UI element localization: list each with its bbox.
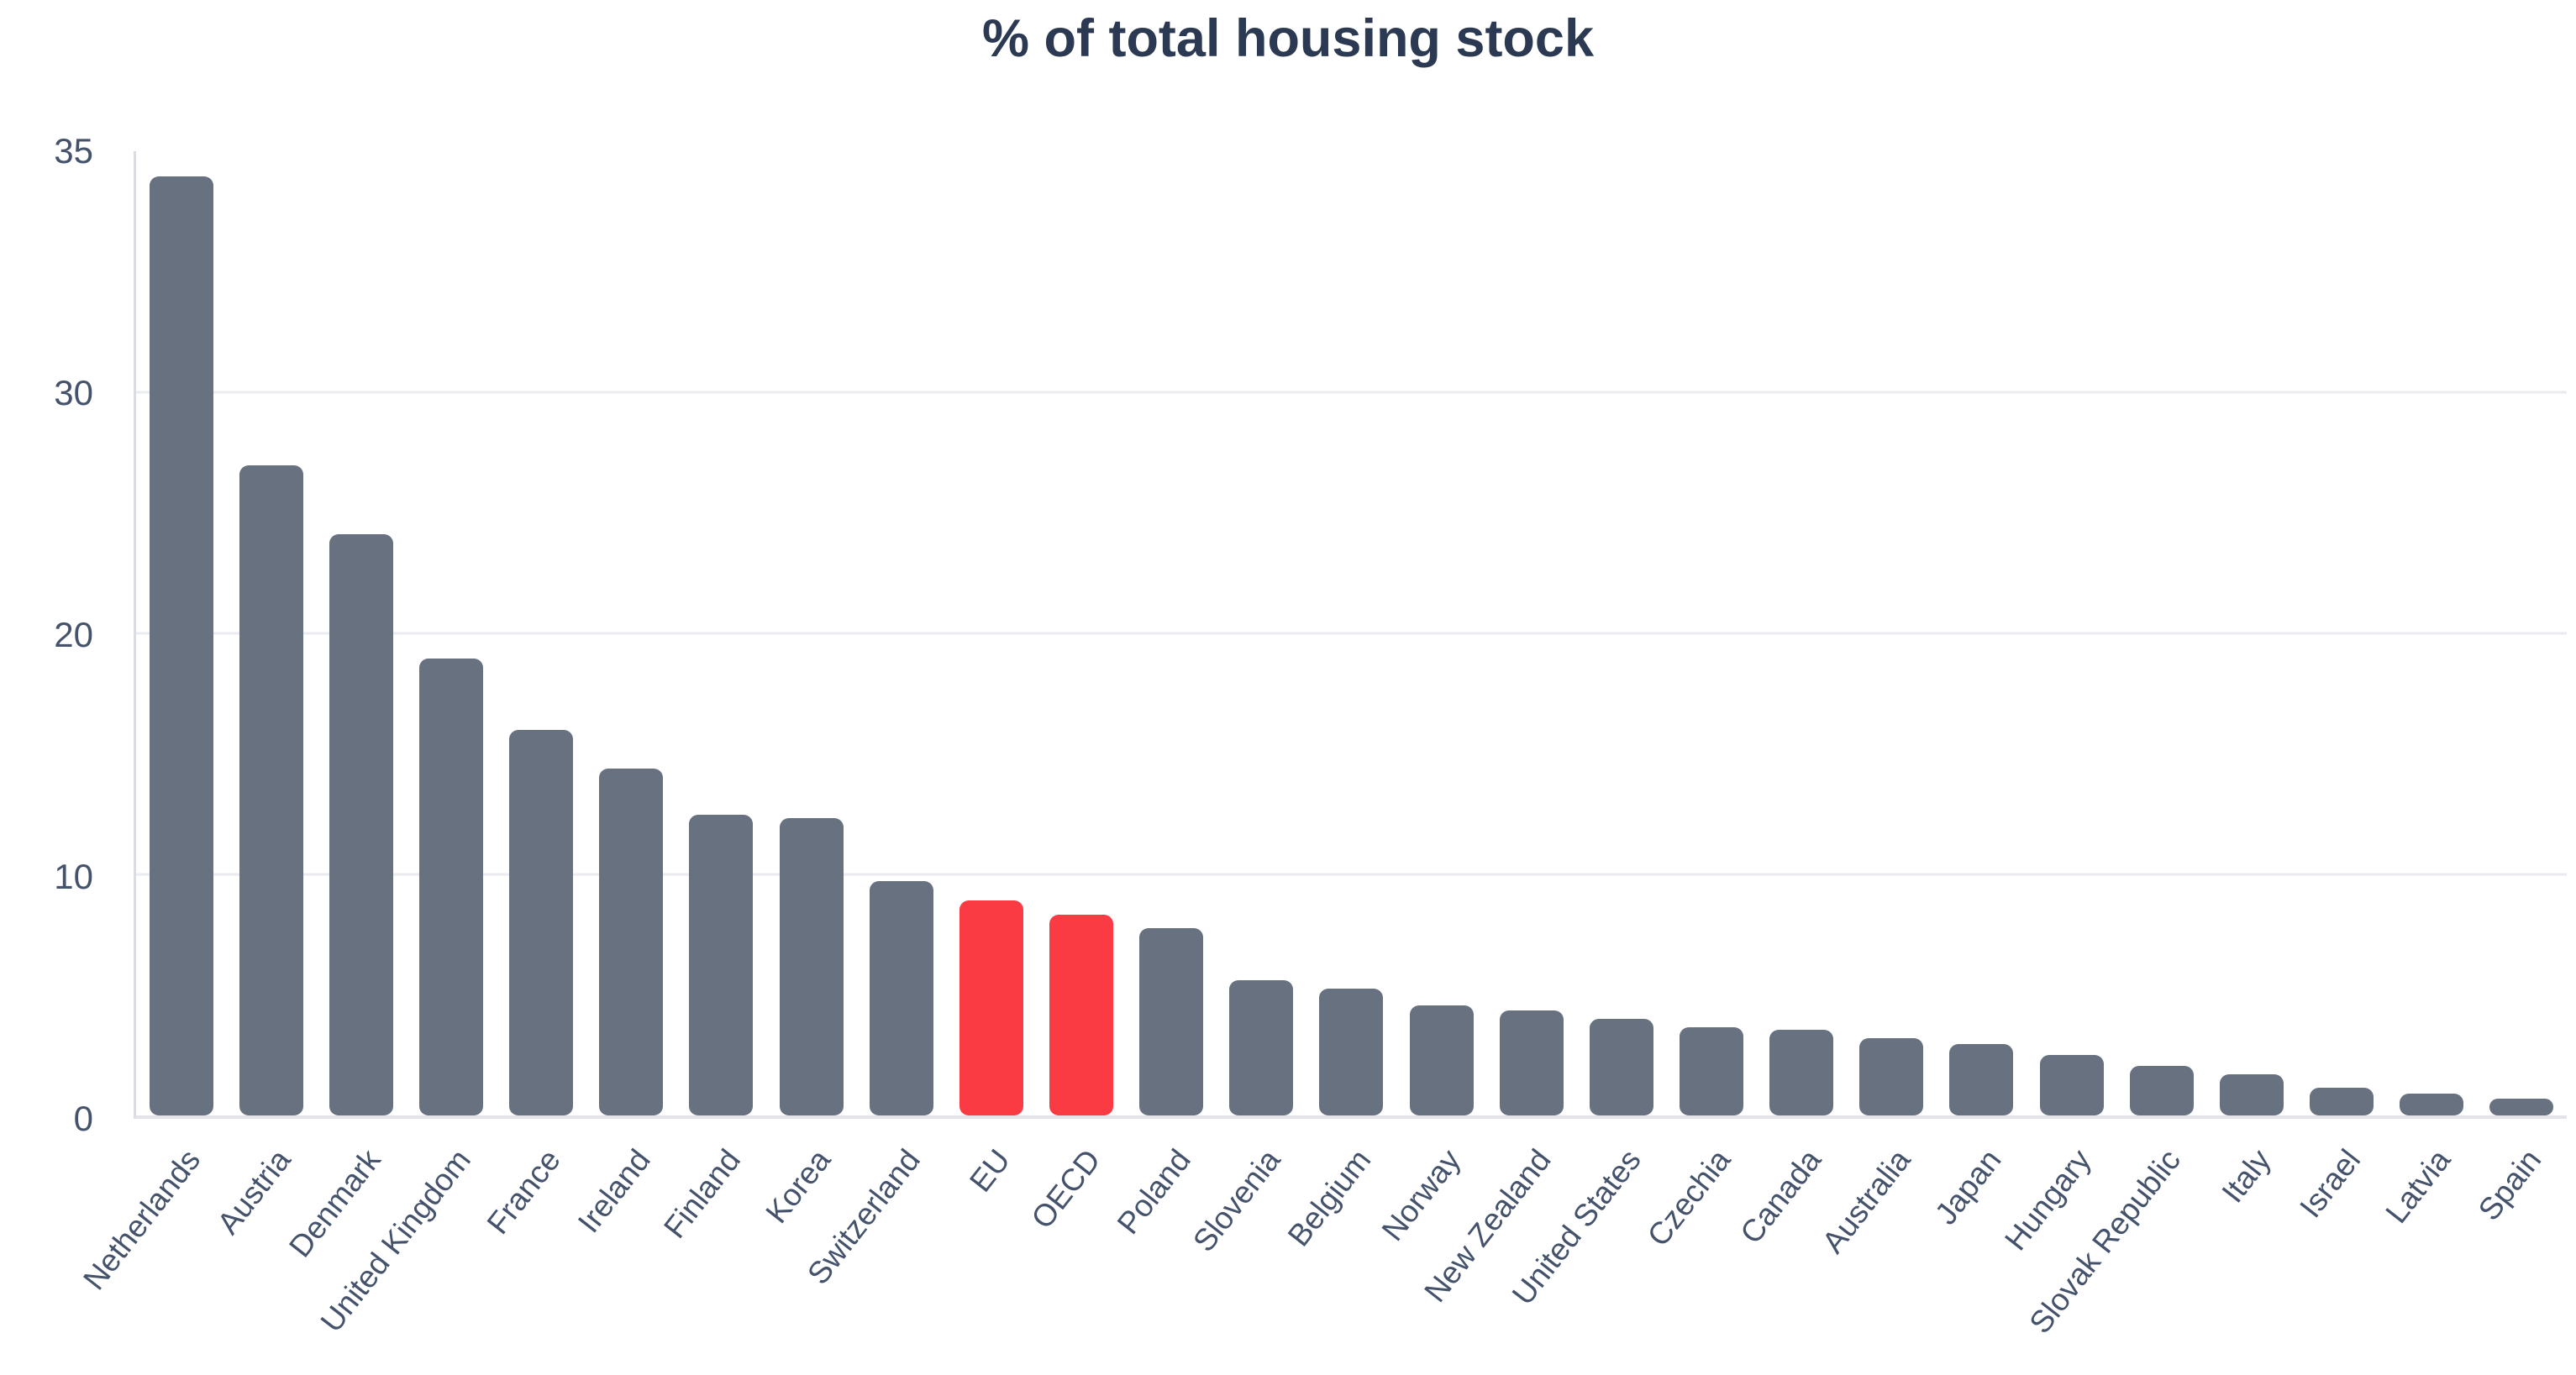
y-tick-label-20: 20 [54, 615, 93, 654]
bar-norway [1409, 1005, 1474, 1115]
x-label-czechia: Czechia [1641, 1142, 1737, 1253]
bars-row: Netherlands Austria Denmark United Kingdom F… [76, 151, 2567, 1340]
x-label-israel: Israel [2293, 1142, 2368, 1225]
bar-cell-oecd: OECD [1025, 151, 1126, 1235]
x-label-eu: EU [963, 1142, 1017, 1199]
bar-cell-hungary: Hungary [1998, 151, 2116, 1257]
x-label-slovenia: Slovenia [1186, 1142, 1287, 1258]
bar-poland [1139, 927, 1204, 1115]
bar-netherlands [149, 176, 213, 1115]
bar-new-zealand [1499, 1010, 1564, 1115]
bar-cell-united-states: United States [1505, 151, 1666, 1311]
x-label-norway: Norway [1375, 1142, 1468, 1247]
plot-area: Netherlands Austria Denmark United Kingdom F… [76, 151, 2567, 1340]
x-label-japan: Japan [1927, 1142, 2008, 1231]
y-tick-label-10: 10 [54, 857, 93, 896]
bar-ireland [599, 768, 664, 1115]
bar-cell-france: France [481, 151, 586, 1241]
y-tick-label-0: 0 [73, 1099, 93, 1138]
x-label-austria: Austria [210, 1142, 297, 1241]
bar-australia [1859, 1038, 1924, 1115]
bar-cell-switzerland: Switzerland [801, 151, 946, 1291]
bar-korea [779, 817, 844, 1115]
gridline-30 [136, 391, 2567, 394]
bar-cell-netherlands: Netherlands [76, 151, 226, 1296]
bar-slovenia [1229, 980, 1294, 1115]
bar-cell-belgium: Belgium [1281, 151, 1396, 1252]
bar-denmark [329, 533, 393, 1115]
x-label-hungary: Hungary [1997, 1142, 2098, 1257]
bar-cell-korea: Korea [759, 151, 856, 1230]
bar-switzerland [869, 881, 933, 1115]
bar-cell-austria: Austria [210, 151, 316, 1241]
bar-latvia [2400, 1093, 2464, 1115]
bar-hungary [2039, 1054, 2104, 1115]
bar-cell-israel: Israel [2294, 151, 2386, 1224]
x-label-italy: Italy [2215, 1142, 2278, 1210]
x-label-spain: Spain [2471, 1142, 2547, 1227]
x-label-ireland: Ireland [571, 1142, 658, 1240]
bar-cell-spain: Spain [2471, 151, 2567, 1227]
bar-italy [2219, 1073, 2284, 1115]
x-label-poland: Poland [1110, 1142, 1197, 1241]
bar-cell-australia: Australia [1816, 151, 1937, 1259]
x-label-belgium: Belgium [1280, 1142, 1378, 1253]
bar-cell-poland: Poland [1111, 151, 1217, 1241]
bar-cell-denmark: Denmark [282, 151, 406, 1263]
x-label-latvia: Latvia [2379, 1142, 2458, 1230]
x-label-netherlands: Netherlands [76, 1142, 208, 1297]
y-tick-label-30: 30 [54, 373, 93, 412]
bar-israel [2309, 1088, 2374, 1115]
bar-cell-italy: Italy [2206, 151, 2296, 1209]
bar-cell-japan: Japan [1928, 151, 2027, 1231]
bar-united-kingdom [418, 658, 483, 1115]
bar-finland [689, 815, 754, 1115]
bar-cell-united-kingdom: United Kingdom [313, 151, 496, 1338]
y-tick-label-35: 35 [54, 131, 93, 171]
x-label-australia: Australia [1816, 1142, 1917, 1260]
bar-eu [959, 900, 1023, 1115]
y-axis: 35 30 20 10 0 [0, 134, 113, 1136]
bar-oecd [1049, 914, 1113, 1115]
bar-cell-norway: Norway [1375, 151, 1486, 1247]
x-label-france: France [480, 1142, 567, 1241]
bar-canada [1769, 1030, 1834, 1115]
bar-cell-czechia: Czechia [1641, 151, 1756, 1252]
x-label-canada: Canada [1732, 1142, 1827, 1251]
bar-spain [2489, 1099, 2554, 1115]
bar-cell-slovak-republic: Slovak Republic [2023, 151, 2206, 1340]
bar-cell-new-zealand: New Zealand [1417, 151, 1576, 1309]
bar-slovak-republic [2129, 1065, 2194, 1115]
bar-united-states [1589, 1019, 1653, 1115]
bar-france [509, 729, 574, 1115]
bar-belgium [1319, 989, 1384, 1115]
bar-austria [239, 464, 303, 1115]
gridline-10 [136, 873, 2567, 876]
bar-cell-finland: Finland [657, 151, 766, 1245]
bar-czechia [1679, 1027, 1743, 1115]
bar-japan [1949, 1043, 2014, 1115]
bar-cell-ireland: Ireland [571, 151, 676, 1239]
bar-cell-latvia: Latvia [2379, 151, 2477, 1230]
x-label-finland: Finland [657, 1142, 748, 1245]
bar-cell-eu: EU [946, 151, 1036, 1199]
x-label-oecd: OECD [1024, 1142, 1107, 1236]
chart-title: % of total housing stock [981, 9, 1594, 68]
bar-cell-canada: Canada [1733, 151, 1847, 1250]
gridline-20 [136, 632, 2567, 635]
bar-cell-slovenia: Slovenia [1186, 151, 1306, 1258]
x-label-korea: Korea [759, 1142, 838, 1230]
